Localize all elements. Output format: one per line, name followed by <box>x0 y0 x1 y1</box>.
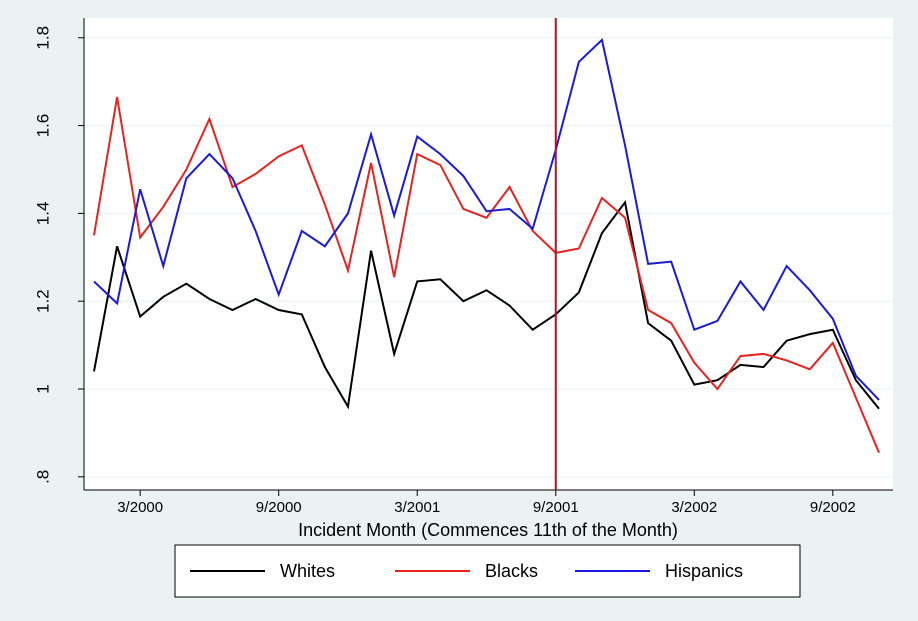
legend-box <box>174 544 801 598</box>
x-tick-label: 9/2002 <box>810 499 856 516</box>
y-tick-label: 1 <box>33 384 52 393</box>
x-tick-label: 3/2001 <box>394 499 440 516</box>
legend-label: Hispanics <box>665 561 743 581</box>
y-tick-label: 1.2 <box>33 289 52 313</box>
y-tick-label: .8 <box>33 470 52 484</box>
series-line <box>93 200 880 410</box>
y-tick-label: 1.6 <box>33 114 52 138</box>
x-tick-label: 9/2001 <box>533 499 579 516</box>
y-tick-label: 1.8 <box>33 26 52 50</box>
x-tick-label: 3/2000 <box>117 499 163 516</box>
x-tick-label: 9/2000 <box>256 499 302 516</box>
legend-label: Blacks <box>485 561 538 581</box>
legend-label: Whites <box>280 561 335 581</box>
series-line <box>93 96 880 454</box>
plot-area <box>84 18 893 490</box>
x-tick-label: 3/2002 <box>671 499 717 516</box>
series-line <box>93 38 880 401</box>
y-tick-label: 1.4 <box>33 202 52 226</box>
x-axis-title: Incident Month (Commences 11th of the Mo… <box>298 520 678 540</box>
